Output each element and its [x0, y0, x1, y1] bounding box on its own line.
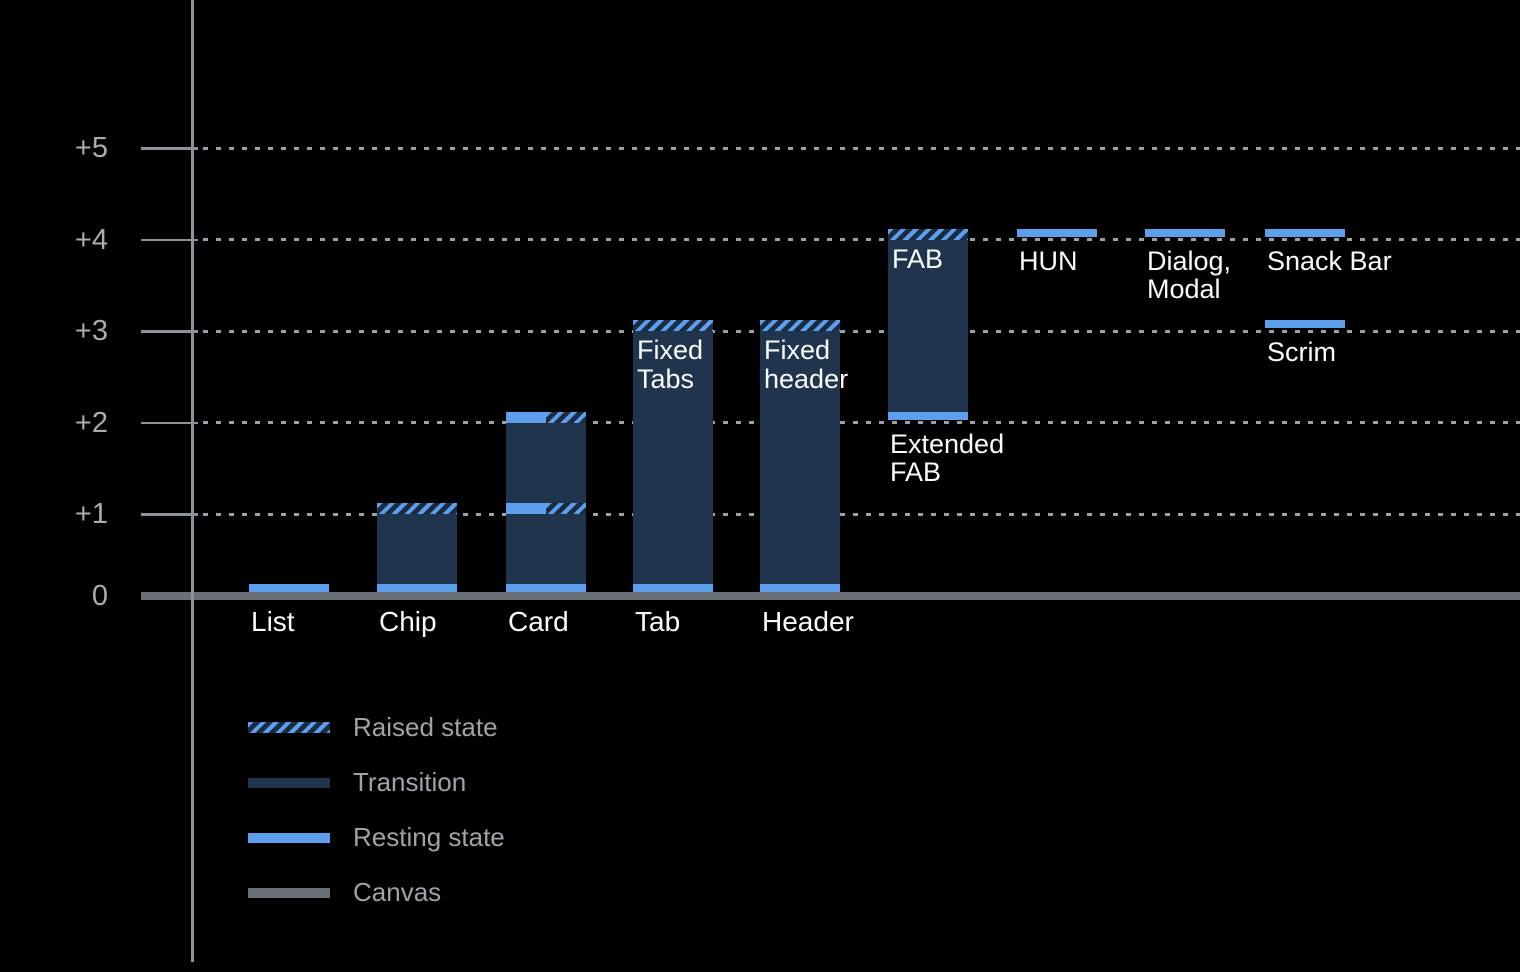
- bar-segment-resting: [506, 584, 586, 592]
- x-category-label: Chip: [379, 606, 437, 637]
- bar-segment-resting: [249, 584, 329, 592]
- transition-swatch-icon: [248, 777, 330, 788]
- y-axis-label: +5: [74, 132, 108, 164]
- bar-segment-raised: [546, 503, 586, 515]
- legend-label-canvas: Canvas: [353, 877, 442, 907]
- bar-segment-resting: [1265, 228, 1345, 237]
- gridline: [203, 329, 1520, 333]
- gridline: [203, 421, 1520, 425]
- bar-segment-raised: [888, 228, 968, 240]
- x-category-label: Header: [762, 606, 854, 637]
- gridline: [203, 238, 1520, 242]
- y-axis-line: [191, 0, 194, 962]
- raised-state-swatch-icon: [248, 722, 330, 733]
- bar-segment-resting: [506, 503, 546, 515]
- bar-segment-transition: [888, 239, 968, 412]
- bar-below-label: Snack Bar: [1267, 245, 1392, 276]
- y-axis-tick: [141, 238, 198, 242]
- gridline: [203, 512, 1520, 516]
- bar-segment-raised: [377, 503, 457, 515]
- bar-below-label: Scrim: [1267, 337, 1336, 368]
- resting-state-swatch-icon: [248, 832, 330, 843]
- y-axis-tick: [141, 421, 198, 425]
- legend-label-transition: Transition: [353, 767, 467, 797]
- bar-segment-raised: [760, 320, 840, 332]
- y-axis-tick: [141, 330, 198, 333]
- bar-inner-label: Fixed Tabs: [637, 335, 704, 394]
- bar-segment-raised: [546, 411, 586, 423]
- bar-segment-resting: [760, 584, 840, 592]
- y-axis-label: 0: [91, 580, 108, 612]
- chart-legend: Raised state Transition Resting state Ca…: [248, 700, 505, 920]
- y-axis-label: +1: [74, 498, 108, 531]
- x-category-label: Tab: [635, 606, 681, 637]
- y-axis-label: +4: [74, 223, 108, 256]
- bar-segment-resting: [888, 411, 968, 420]
- bar-segment-resting: [1265, 320, 1345, 329]
- canvas-line: [141, 592, 1520, 600]
- bar-segment-transition: [377, 514, 457, 584]
- legend-label-raised-state: Raised state: [353, 712, 498, 742]
- bar-inner-label: FAB: [892, 243, 944, 274]
- bar-inner-label: Fixed header: [764, 335, 849, 394]
- bar-segment-transition: [506, 514, 586, 584]
- legend-item-transition: Transition: [248, 755, 505, 810]
- legend-item-raised-state: Raised state: [248, 700, 505, 755]
- y-axis-tick: [141, 513, 198, 516]
- legend-item-canvas: Canvas: [248, 865, 505, 920]
- bar-segment-resting: [1145, 228, 1225, 237]
- gridline: [203, 146, 1520, 150]
- x-category-label: Card: [508, 606, 569, 637]
- bar-segment-transition: [506, 422, 586, 504]
- bar-segment-transition: [633, 331, 713, 584]
- y-axis-label: +3: [74, 315, 108, 348]
- y-axis-tick: [141, 147, 198, 150]
- bar-below-label: Dialog, Modal: [1147, 245, 1232, 305]
- bar-segment-resting: [1017, 228, 1097, 237]
- bar-segment-resting: [377, 584, 457, 592]
- bar-below-label: Extended FAB: [890, 428, 1005, 488]
- bar-below-label: HUN: [1019, 245, 1078, 276]
- canvas-swatch-icon: [248, 887, 330, 898]
- bar-segment-transition: [760, 331, 840, 584]
- bar-segment-resting: [506, 411, 546, 423]
- legend-label-resting-state: Resting state: [353, 822, 505, 852]
- y-axis-label: +2: [74, 406, 108, 439]
- legend-item-resting-state: Resting state: [248, 810, 505, 865]
- bar-segment-raised: [633, 320, 713, 332]
- bar-segment-resting: [633, 584, 713, 592]
- x-category-label: List: [251, 606, 295, 637]
